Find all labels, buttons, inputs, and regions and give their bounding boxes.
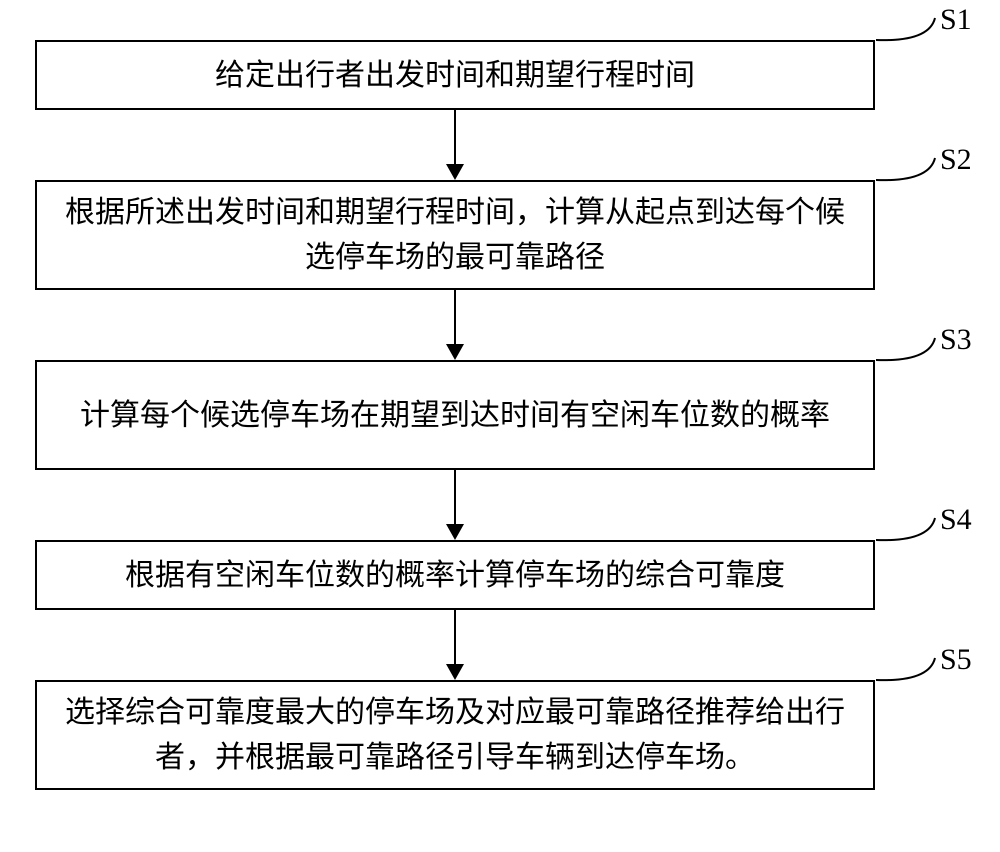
flowchart-canvas: 给定出行者出发时间和期望行程时间 S1 根据所述出发时间和期望行程时间，计算从起点到… — [0, 0, 1000, 852]
step-text: 根据有空闲车位数的概率计算停车场的综合可靠度 — [125, 553, 785, 598]
label-connector — [871, 333, 940, 365]
step-label-s3: S3 — [940, 323, 972, 357]
label-connector — [871, 13, 940, 45]
arrow-line — [454, 470, 456, 524]
step-text: 计算每个候选停车场在期望到达时间有空闲车位数的概率 — [80, 393, 830, 438]
arrow-line — [454, 110, 456, 164]
step-text: 选择综合可靠度最大的停车场及对应最可靠路径推荐给出行者，并根据最可靠路径引导车辆… — [57, 690, 853, 780]
arrow-line — [454, 290, 456, 344]
arrow-head-icon — [446, 344, 464, 360]
step-label-s4: S4 — [940, 503, 972, 537]
step-box-s1: 给定出行者出发时间和期望行程时间 — [35, 40, 875, 110]
step-box-s4: 根据有空闲车位数的概率计算停车场的综合可靠度 — [35, 540, 875, 610]
arrow-head-icon — [446, 164, 464, 180]
label-connector — [871, 653, 940, 685]
step-box-s2: 根据所述出发时间和期望行程时间，计算从起点到达每个候选停车场的最可靠路径 — [35, 180, 875, 290]
step-label-s5: S5 — [940, 643, 972, 677]
label-connector — [871, 513, 940, 545]
step-text: 根据所述出发时间和期望行程时间，计算从起点到达每个候选停车场的最可靠路径 — [57, 190, 853, 280]
step-label-s2: S2 — [940, 143, 972, 177]
arrow-head-icon — [446, 524, 464, 540]
label-connector — [871, 153, 940, 185]
step-box-s3: 计算每个候选停车场在期望到达时间有空闲车位数的概率 — [35, 360, 875, 470]
step-box-s5: 选择综合可靠度最大的停车场及对应最可靠路径推荐给出行者，并根据最可靠路径引导车辆… — [35, 680, 875, 790]
arrow-line — [454, 610, 456, 664]
step-label-s1: S1 — [940, 3, 972, 37]
arrow-head-icon — [446, 664, 464, 680]
step-text: 给定出行者出发时间和期望行程时间 — [215, 53, 695, 98]
